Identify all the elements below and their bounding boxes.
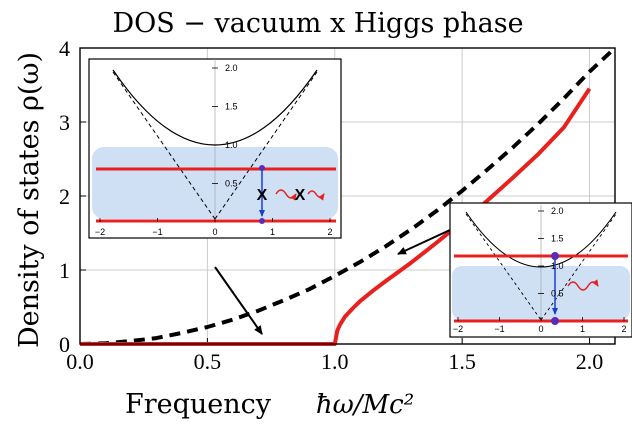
inset-x-tick-label: −1 bbox=[494, 324, 504, 334]
inset-x-tick-label: −2 bbox=[95, 227, 105, 237]
plot-frame bbox=[79, 47, 616, 345]
axis-ticks: 0.0 0.5 1.0 1.5 2.0 0 1 2 3 4 bbox=[59, 36, 603, 374]
inset-x-tick-label: 0 bbox=[538, 324, 543, 334]
series-line-dashed bbox=[79, 46, 617, 346]
inset-dot-upper bbox=[551, 252, 559, 260]
inset-y-tick-label: 2.0 bbox=[551, 206, 564, 216]
inset-x-tick-label: 1 bbox=[270, 227, 275, 237]
inset-dot-lower bbox=[551, 317, 559, 325]
y-tick-label: 1 bbox=[59, 258, 70, 283]
y-tick-label: 4 bbox=[59, 36, 70, 61]
inset-x-tick-label: 0 bbox=[212, 227, 217, 237]
y-tick-label: 3 bbox=[59, 110, 70, 135]
inset-x-tick-label: −2 bbox=[453, 324, 463, 334]
inset-y-tick-label: 1.5 bbox=[551, 234, 564, 244]
inset-cross-marker-1: X bbox=[257, 187, 268, 204]
x-axis-label: Frequency bbox=[125, 389, 272, 420]
inset-plot-vacuum: X X −2 −1 0 1 2 0.5 1.0 1.5 2.0 bbox=[88, 58, 342, 239]
inset-ticks: −2 −1 0 1 2 0.5 1.0 1.5 2.0 bbox=[95, 63, 333, 237]
inset-lightcone-right bbox=[540, 213, 617, 321]
inset-wavy-photon bbox=[275, 189, 297, 201]
inset-dot-upper bbox=[259, 165, 265, 171]
inset-ticks: −2 −1 0 1 2 0.5 1.0 1.5 2.0 bbox=[453, 206, 627, 334]
inset-x-tick-label: 1 bbox=[580, 324, 585, 334]
chart-title: DOS − vacuum x Higgs phase bbox=[112, 8, 523, 39]
inset-y-tick-label: 1.5 bbox=[225, 102, 238, 112]
inset-x-tick-label: 2 bbox=[327, 227, 332, 237]
x-axis-formula: ħω/Mc² bbox=[316, 390, 414, 420]
inset-y-tick-label: 0.5 bbox=[551, 289, 564, 299]
inset-wavy-photon bbox=[567, 279, 599, 291]
inset-lightcone-left bbox=[465, 213, 542, 321]
inset-dot-lower bbox=[259, 218, 265, 224]
inset-y-tick-label: 1.0 bbox=[551, 261, 564, 271]
inset-x-tick-label: −1 bbox=[152, 227, 162, 237]
inset-plot-higgs: −2 −1 0 1 2 0.5 1.0 1.5 2.0 bbox=[449, 202, 632, 338]
inset-wavy-photon-2 bbox=[307, 190, 325, 201]
x-tick-label: 0.0 bbox=[66, 349, 94, 374]
x-tick-label: 0.5 bbox=[194, 349, 222, 374]
inset-lightcone-left bbox=[112, 71, 216, 220]
y-tick-label: 2 bbox=[59, 184, 70, 209]
x-tick-label: 1.0 bbox=[321, 349, 349, 374]
inset-cross-marker-2: X bbox=[295, 187, 306, 204]
inset-y-tick-label: 2.0 bbox=[225, 63, 238, 73]
x-tick-label: 2.0 bbox=[576, 349, 604, 374]
inset-x-tick-label: 2 bbox=[621, 324, 626, 334]
y-axis-label: Density of states ρ(ω) bbox=[14, 52, 45, 348]
x-tick-label: 1.5 bbox=[448, 349, 476, 374]
y-tick-label: 0 bbox=[59, 332, 70, 357]
pointer-arrow-dashed bbox=[214, 266, 263, 335]
inset-dispersion-hyperbola bbox=[465, 211, 617, 268]
pointer-arrow-red bbox=[397, 229, 451, 255]
inset-y-tick-label: 0.5 bbox=[225, 179, 238, 189]
inset-y-tick-label: 1.0 bbox=[225, 140, 238, 150]
inset-lightcone-right bbox=[214, 71, 318, 220]
